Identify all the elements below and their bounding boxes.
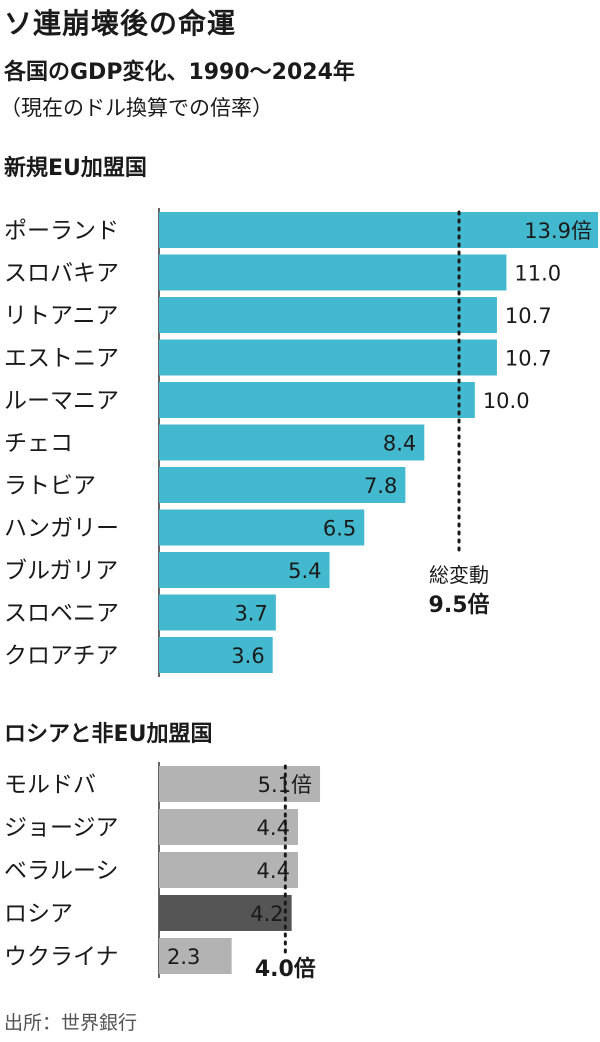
bar [159,552,330,588]
category-label: リトアニア [4,303,119,329]
bar [159,382,475,418]
value-label: 2.3 [167,945,200,969]
value-label: 8.4 [383,432,416,456]
bar [159,254,507,291]
category-label: ジョージア [4,815,119,841]
bar [159,212,598,248]
category-label: ルーマニア [4,388,119,414]
category-label: ポーランド [4,218,119,244]
bar [159,766,321,802]
reference-label-eu: 総変動 [429,563,489,587]
bar [159,424,425,461]
bar [159,895,292,931]
reference-value-eu: 9.5倍 [429,592,490,618]
category-label: スロベニア [4,601,119,627]
value-label: 3.6 [231,644,264,668]
section-title-non-eu: ロシアと非EU加盟国 [4,722,213,747]
category-label: ウクライナ [4,944,119,970]
category-label: チェコ [4,431,73,457]
bar [159,467,406,503]
value-label: 6.5 [323,517,356,541]
chart-note: （現在のドル換算での倍率） [0,96,273,120]
category-label: クロアチア [4,643,119,669]
bar [159,297,497,333]
bar [159,938,232,974]
bar [159,852,298,888]
value-label: 10.7 [505,304,552,328]
category-label: ブルガリア [4,558,118,584]
category-label: ロシア [4,901,73,927]
value-label: 4.2 [250,902,283,926]
bar [159,509,365,546]
chart-title: ソ連崩壊後の命運 [4,7,237,40]
value-label: 7.8 [364,474,397,498]
reference-value-non-eu: 4.0倍 [255,956,316,982]
category-label: モルドバ [4,772,96,798]
source-note: 出所：世界銀行 [4,1012,138,1034]
value-label: 10.7 [505,347,552,371]
value-label: 4.4 [257,816,290,840]
bar [159,637,273,673]
category-label: スロバキア [4,261,119,287]
bar [159,339,497,376]
value-label: 10.0 [483,389,530,413]
value-label: 13.9倍 [524,219,592,243]
category-label: ハンガリー [4,516,119,542]
value-label: 11.0 [514,262,561,286]
chart-subtitle: 各国のGDP変化、1990～2024年 [4,60,355,85]
value-label: 3.7 [234,602,267,626]
category-label: ベラルーシ [4,858,119,884]
section-title-eu: 新規EU加盟国 [4,156,147,181]
bar [159,594,276,631]
value-label: 5.4 [288,559,321,583]
category-label: ラトビア [4,473,96,499]
bar [159,809,298,845]
category-label: エストニア [4,346,119,372]
